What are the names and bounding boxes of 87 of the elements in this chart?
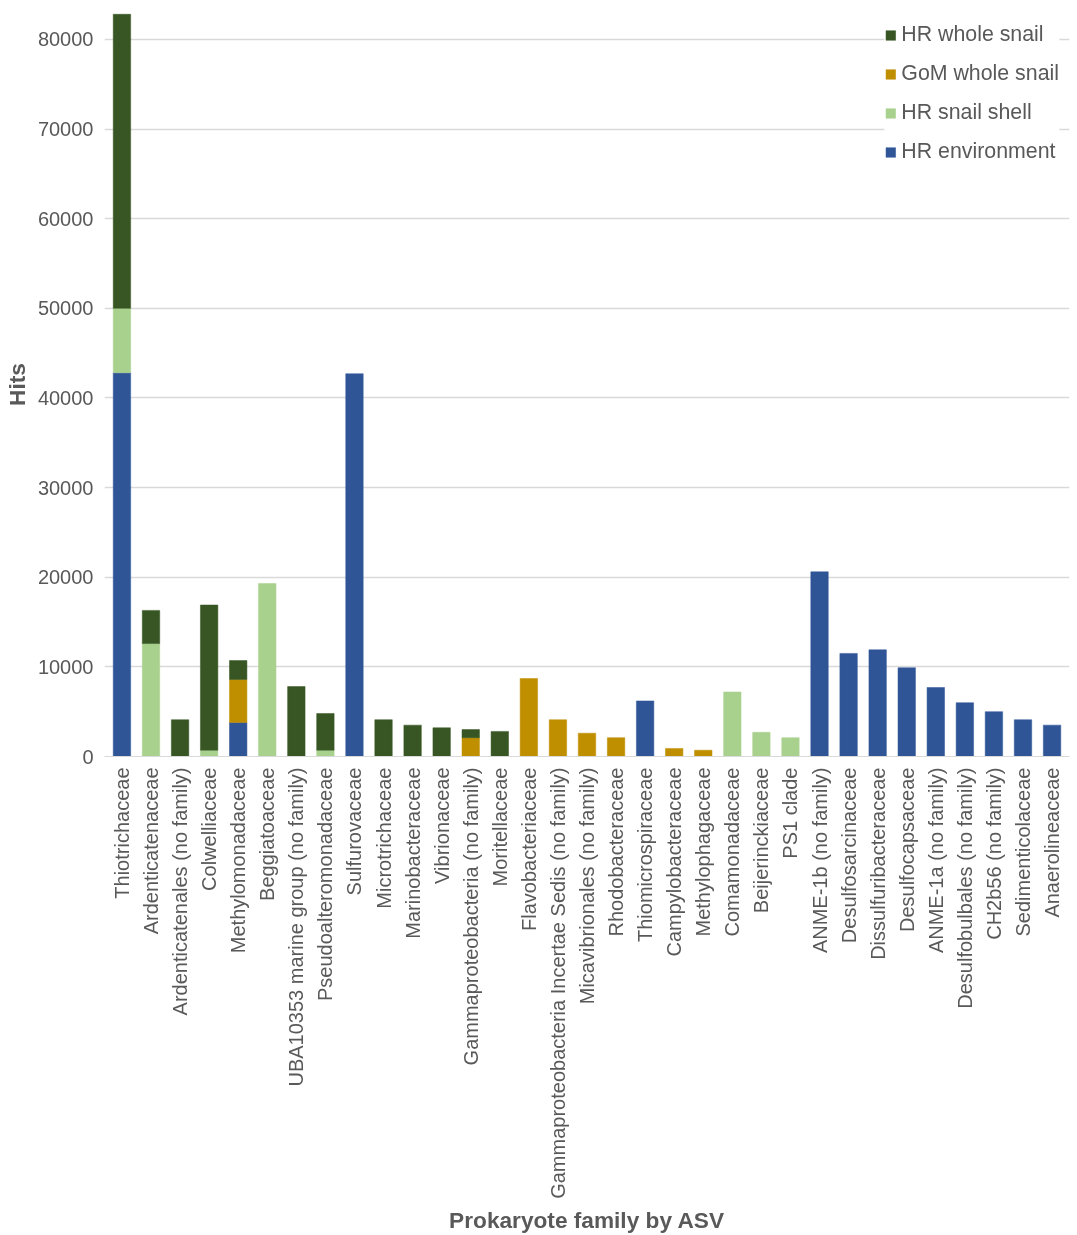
bar bbox=[461, 737, 480, 757]
x-tick-label: Dissulfuribacteraceae bbox=[866, 767, 889, 960]
legend-label: HR environment bbox=[901, 139, 1056, 164]
bar bbox=[694, 749, 713, 757]
bar bbox=[490, 731, 509, 757]
bar bbox=[607, 737, 626, 757]
y-tick-label: 30000 bbox=[37, 476, 94, 499]
bar bbox=[781, 737, 800, 757]
bar bbox=[984, 711, 1003, 757]
x-tick-label: Microtrichaceae bbox=[372, 767, 395, 909]
bar bbox=[403, 724, 422, 757]
bar bbox=[955, 702, 974, 757]
x-tick-label: Campylobacteraceae bbox=[663, 767, 686, 957]
bar bbox=[112, 308, 131, 374]
bar bbox=[868, 649, 887, 757]
y-tick-label: 0 bbox=[82, 745, 94, 768]
bar bbox=[345, 373, 364, 757]
x-tick-label: Flavobacteriaceae bbox=[517, 767, 540, 931]
x-tick-label: Beggiatoaceae bbox=[256, 767, 279, 901]
bar bbox=[810, 571, 829, 757]
x-tick-label: Desulfosarcinaceae bbox=[837, 767, 860, 944]
bar bbox=[723, 691, 742, 757]
x-tick-label: Micavibrionales (no family) bbox=[576, 767, 598, 1005]
legend-label: HR whole snail bbox=[901, 22, 1044, 47]
x-tick-label: Ardenticatenaceae bbox=[140, 767, 163, 935]
bar bbox=[142, 610, 160, 644]
bar bbox=[665, 748, 684, 757]
x-tick-label: PS1 clade bbox=[779, 767, 802, 859]
bar bbox=[897, 667, 916, 757]
bar bbox=[432, 727, 451, 757]
x-tick-label: Gammaproteobacteria Incertae Sedis (no family) bbox=[546, 767, 569, 1199]
bar bbox=[461, 729, 480, 738]
x-tick-label: Moritellaceae bbox=[488, 767, 511, 887]
y-tick-label: 70000 bbox=[37, 118, 94, 141]
y-axis-title: Hits bbox=[3, 363, 30, 406]
legend-label: GoM whole snail bbox=[901, 61, 1059, 86]
x-tick-label: Desulfobulbales (no family) bbox=[953, 767, 976, 1009]
x-tick-label: Gammaproteobacteria (no family) bbox=[459, 767, 482, 1066]
y-tick-label: 40000 bbox=[37, 386, 94, 409]
bar bbox=[926, 687, 945, 757]
x-tick-label: Methylophagaceae bbox=[692, 767, 715, 937]
x-tick-label: ANME-1a (no family) bbox=[924, 767, 947, 954]
legend-label: HR snail shell bbox=[901, 100, 1032, 125]
x-tick-label: Sedimenticolaceae bbox=[1011, 767, 1034, 937]
x-tick-label: Methylomonadaceae bbox=[227, 767, 250, 954]
bar bbox=[200, 604, 219, 751]
x-tick-label: Thiotrichaceae bbox=[110, 767, 133, 899]
bar bbox=[229, 660, 248, 680]
x-tick-label: Pseudoalteromonadaceae bbox=[314, 767, 337, 1002]
x-tick-label: Vibrionaceae bbox=[430, 767, 453, 884]
x-tick-label: Anaerolineaceae bbox=[1041, 767, 1064, 918]
x-tick-label: Beijerinckiaceae bbox=[750, 767, 773, 914]
y-tick-label: 80000 bbox=[37, 28, 94, 51]
x-tick-label: Marinobacteraceae bbox=[401, 767, 424, 939]
x-tick-label: Comamonadaceae bbox=[721, 767, 744, 937]
bar bbox=[287, 686, 306, 757]
bar bbox=[752, 732, 771, 757]
bar bbox=[1014, 719, 1032, 757]
x-tick-label: Ardenticatenales (no family) bbox=[169, 767, 192, 1016]
x-tick-label: Desulfocapsaceae bbox=[895, 767, 918, 933]
y-tick-label: 20000 bbox=[37, 566, 94, 589]
bar bbox=[548, 719, 567, 757]
bar bbox=[578, 732, 596, 757]
x-tick-label: ANME-1b (no family) bbox=[808, 767, 831, 954]
y-tick-label: 60000 bbox=[37, 207, 94, 230]
bar bbox=[229, 722, 248, 757]
bar bbox=[112, 372, 131, 757]
bar bbox=[1043, 724, 1062, 757]
x-tick-label: Rhodobacteraceae bbox=[605, 767, 628, 937]
bar bbox=[229, 679, 248, 723]
bar bbox=[636, 700, 655, 757]
y-tick-label: 10000 bbox=[37, 655, 94, 678]
bar bbox=[171, 719, 190, 757]
bar bbox=[258, 583, 277, 757]
y-tick-label: 50000 bbox=[37, 297, 94, 320]
bar bbox=[839, 653, 858, 757]
x-tick-label: Thiomicrospiraceae bbox=[634, 767, 657, 943]
bar bbox=[519, 678, 538, 757]
bar bbox=[112, 14, 131, 309]
x-tick-label: CH2b56 (no family) bbox=[982, 767, 1005, 940]
bar bbox=[316, 713, 335, 751]
x-tick-label: Sulfurovaceae bbox=[343, 767, 366, 896]
x-tick-label: UBA10353 marine group (no family) bbox=[285, 767, 308, 1087]
bar bbox=[374, 719, 393, 757]
bar bbox=[142, 643, 160, 757]
x-axis-title: Prokaryote family by ASV bbox=[449, 1206, 725, 1233]
x-tick-label: Colwelliaceae bbox=[198, 767, 221, 891]
